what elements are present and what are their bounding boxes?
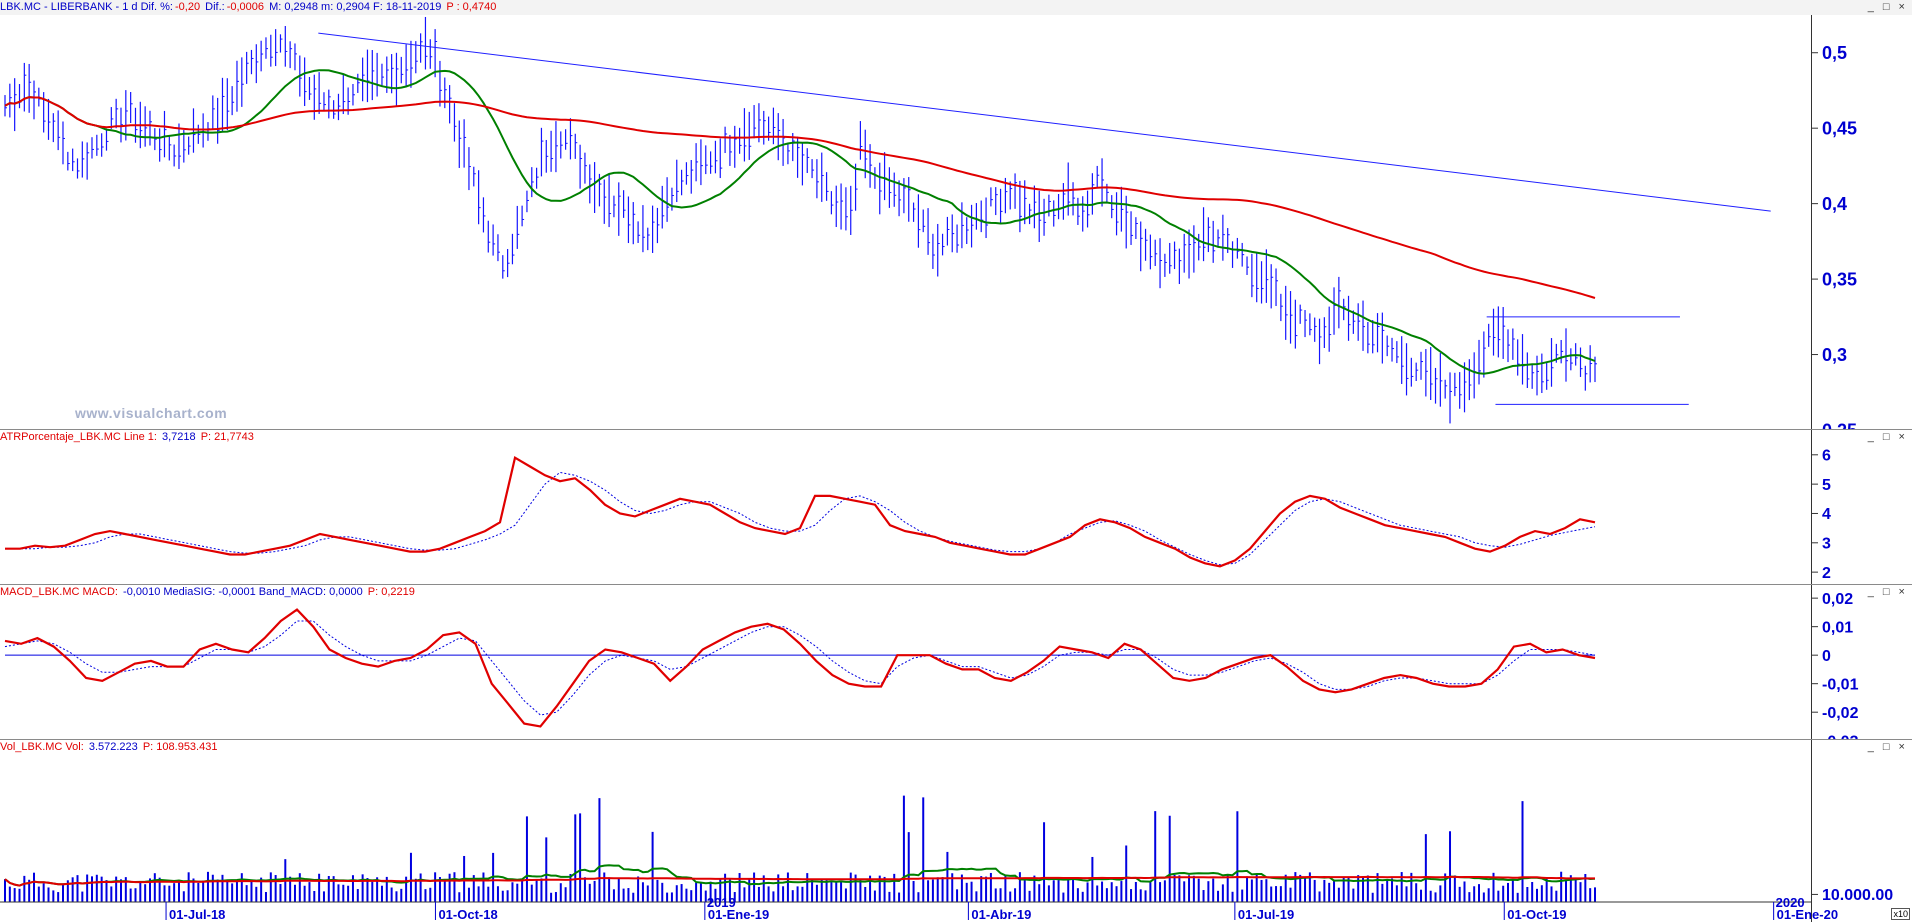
vol-header-seg-1: 3.572.223 (85, 741, 138, 753)
x-label-1: 01-Oct-18 (438, 907, 497, 922)
price-sma-short (4, 69, 1596, 375)
atr-y-label-2: 4 (1822, 506, 1831, 523)
x-label-5: 01-Oct-19 (1507, 907, 1566, 922)
atr-y-axis[interactable] (1811, 430, 1912, 584)
atr-y-label-3: 3 (1822, 536, 1831, 553)
price-header-seg-3: -0,0006 (226, 1, 265, 13)
price-y-label-3: 0,35 (1822, 270, 1857, 290)
atr-pane[interactable]: ATRPorcentaje_LBK.MC Line 1: 3,7218 P: 2… (0, 430, 1912, 585)
macd-line (4, 608, 1596, 728)
macd-y-label-2: 0 (1822, 648, 1831, 665)
atr-chart-svg: 6 5 4 3 2 (5, 448, 1831, 582)
atr-signal-line (5, 471, 1596, 566)
atr-y-label-1: 5 (1822, 477, 1831, 494)
volume-y-axis[interactable] (1811, 740, 1912, 922)
atr-y-label-4: 2 (1822, 565, 1831, 582)
price-window-buttons[interactable]: _ □ × (1867, 1, 1908, 13)
price-pane-header: LBK.MC - LIBERBANK - 1 d Dif. %: -0,20 Di… (0, 0, 1912, 15)
macd-pane[interactable]: MACD_LBK.MC MACD: -0,0010 MediaSIG: -0,0… (0, 585, 1912, 740)
price-y-label-2: 0,4 (1822, 194, 1847, 214)
atr-line-1 (5, 455, 1596, 568)
x-label-2: 01-Ene-19 (708, 907, 769, 922)
vol-avg-short (4, 864, 1596, 887)
price-y-label-4: 0,3 (1822, 345, 1847, 365)
price-y-label-1: 0,45 (1822, 119, 1857, 139)
macd-header-seg-0: MACD_LBK.MC MACD: (0, 586, 118, 598)
vol-y-label-0: 10.000.00 (1822, 887, 1893, 904)
price-header-seg-1: -0,20 (175, 1, 201, 13)
macd-header-seg-2: P: 0,2219 (364, 586, 415, 598)
macd-y-label-0: 0,02 (1822, 591, 1853, 608)
vol-header-seg-2: P: 108.953.431 (139, 741, 218, 753)
macd-y-label-3: -0,01 (1822, 676, 1859, 693)
macd-chart-svg: 0,02 0,01 0 -0,01 -0,02 -0,03 (4, 591, 1859, 740)
volume-pane-header: Vol_LBK.MC Vol: 3.572.223 P: 108.953.431 (0, 740, 1912, 755)
price-pane[interactable]: LBK.MC - LIBERBANK - 1 d Dif. %: -0,20 Di… (0, 0, 1912, 430)
macd-signal-line (4, 620, 1596, 716)
x-label-3: 01-Abr-19 (971, 907, 1031, 922)
price-header-seg-2: Dif.: (202, 1, 225, 13)
x-label-0: 01-Jul-18 (169, 907, 225, 922)
price-y-label-0: 0,5 (1822, 43, 1847, 63)
atr-header-seg-2: P: 21,7743 (197, 431, 254, 443)
price-sma-long (4, 96, 1596, 299)
year-marker-0: 2019 (707, 895, 736, 910)
price-header-seg-4: M: 0,2948 m: 0,2904 F: 18-11-2019 (266, 1, 442, 13)
volume-window-buttons[interactable]: _ □ × (1867, 741, 1908, 753)
scale-marker[interactable]: x10 (1891, 908, 1910, 920)
volume-chart-svg: 10.000.00 01-Jul-18 01-Oct-18 01-Ene-19 01-A… (0, 795, 1893, 922)
price-header-seg-5: P : 0,4740 (443, 1, 497, 13)
price-trendline (318, 32, 1771, 212)
macd-y-label-5: -0,03 (1822, 733, 1859, 740)
vol-avg-long (4, 875, 1595, 887)
price-chart-svg: 0,5 0,45 0,4 0,35 0,3 0,25 (4, 16, 1857, 430)
atr-header-seg-1: 3,7218 (158, 431, 196, 443)
volume-pane[interactable]: Vol_LBK.MC Vol: 3.572.223 P: 108.953.431… (0, 740, 1912, 922)
year-marker-1: 2020 (1776, 895, 1805, 910)
watermark: www.visualchart.com (75, 405, 228, 421)
x-label-4: 01-Jul-19 (1238, 907, 1294, 922)
macd-window-buttons[interactable]: _ □ × (1867, 586, 1908, 598)
atr-pane-header: ATRPorcentaje_LBK.MC Line 1: 3,7218 P: 2… (0, 430, 1912, 445)
price-y-label-5: 0,25 (1822, 420, 1857, 430)
x-label-6: 01-Ene-20 (1777, 907, 1838, 922)
atr-header-seg-0: ATRPorcentaje_LBK.MC Line 1: (0, 431, 157, 443)
macd-y-axis[interactable] (1811, 585, 1912, 739)
macd-header-seg-1: -0,0010 MediaSIG: -0,0001 Band_MACD: 0,0… (119, 586, 363, 598)
vol-header-seg-0: Vol_LBK.MC Vol: (0, 741, 84, 753)
atr-y-label-0: 6 (1822, 448, 1831, 465)
macd-y-label-4: -0,02 (1822, 705, 1859, 722)
price-y-axis[interactable] (1811, 0, 1912, 429)
macd-pane-header: MACD_LBK.MC MACD: -0,0010 MediaSIG: -0,0… (0, 585, 1912, 600)
macd-y-label-1: 0,01 (1822, 619, 1853, 636)
atr-window-buttons[interactable]: _ □ × (1867, 431, 1908, 443)
price-header-seg-0: LBK.MC - LIBERBANK - 1 d Dif. %: (0, 1, 173, 13)
